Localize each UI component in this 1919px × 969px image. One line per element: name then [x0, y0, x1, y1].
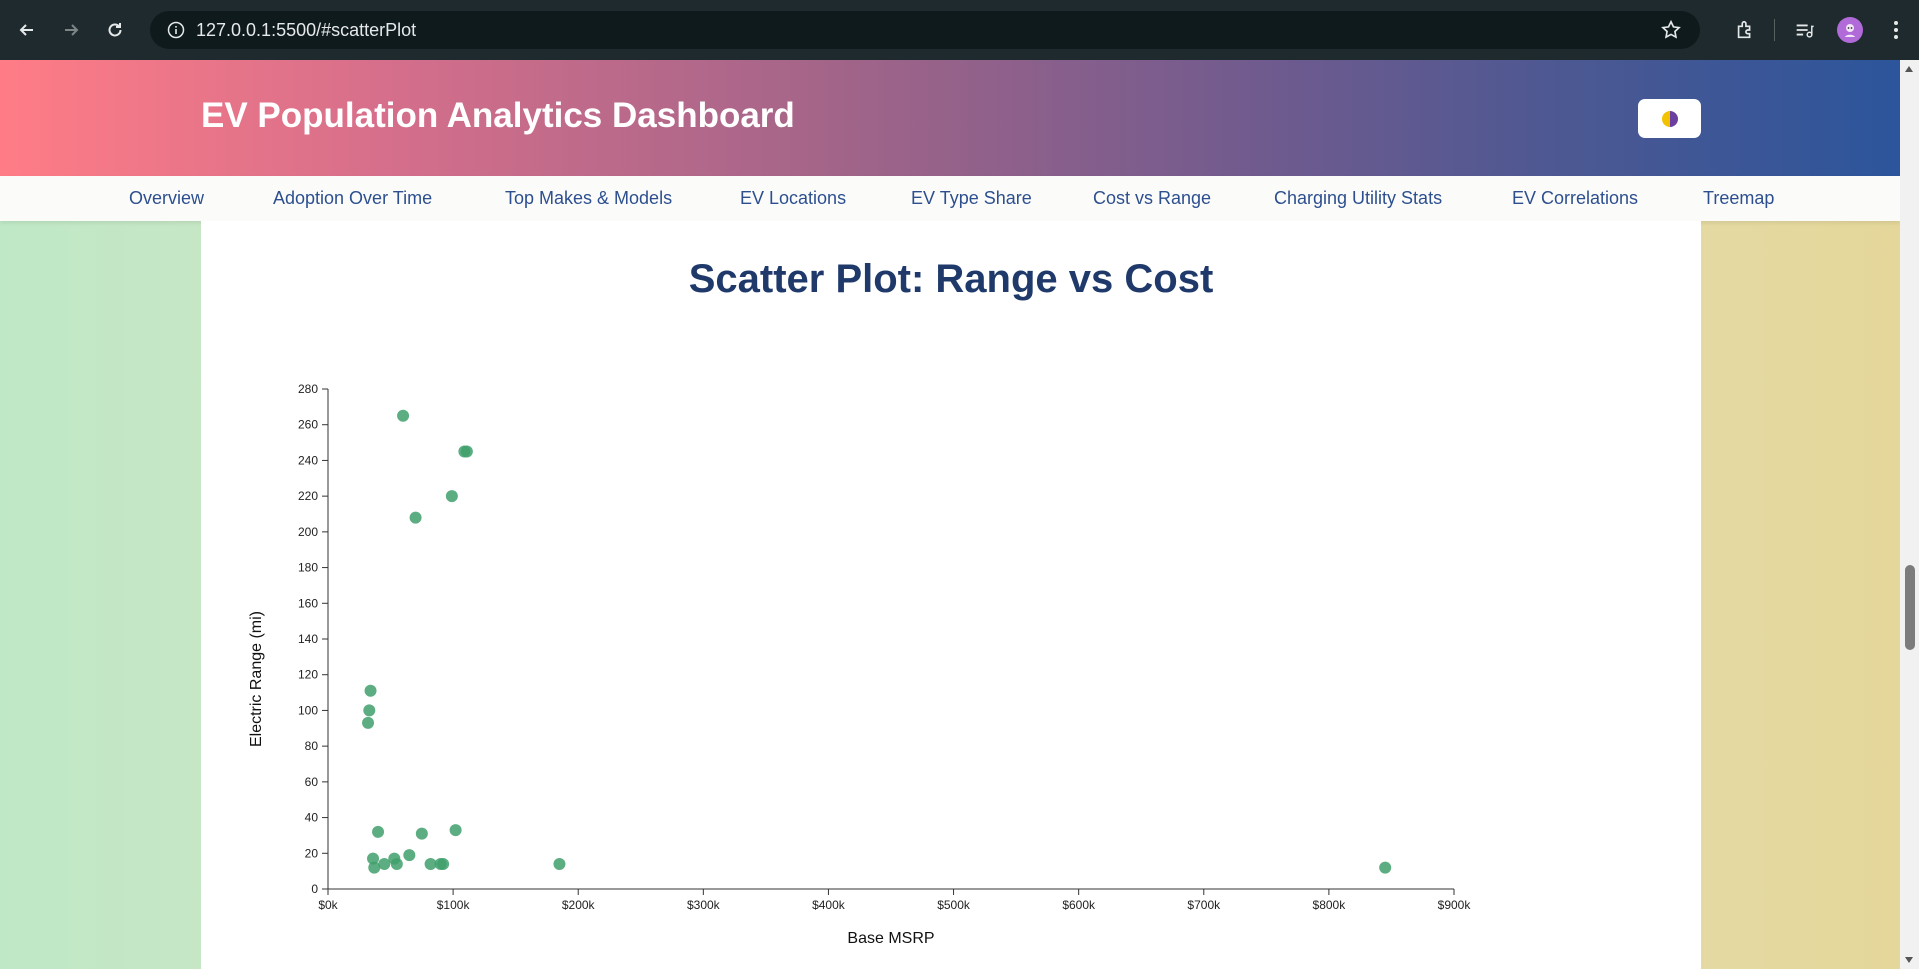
x-tick-label: $100k: [437, 898, 471, 912]
address-bar[interactable]: 127.0.0.1:5500/#scatterPlot: [150, 11, 1700, 49]
media-control-icon[interactable]: [1781, 0, 1827, 60]
y-tick-label: 100: [298, 703, 318, 717]
avatar-icon: [1837, 17, 1863, 43]
y-tick-label: 280: [298, 382, 318, 396]
nav-link-ev-correlations[interactable]: EV Correlations: [1512, 188, 1639, 208]
data-point: [378, 858, 391, 870]
forward-button[interactable]: [54, 13, 88, 47]
data-point: [409, 511, 422, 524]
y-tick-label: 80: [305, 739, 319, 753]
data-point: [390, 858, 403, 870]
data-point: [445, 490, 458, 503]
data-point: [372, 825, 385, 838]
nav-link-cost-vs-range[interactable]: Cost vs Range: [1093, 188, 1212, 208]
nav-link-treemap[interactable]: Treemap: [1703, 188, 1775, 208]
data-point: [415, 827, 428, 840]
extensions-icon[interactable]: [1722, 0, 1768, 60]
data-point: [367, 852, 380, 865]
y-tick-label: 60: [305, 775, 319, 789]
y-tick-label: 160: [298, 596, 318, 610]
theme-toggle-button[interactable]: [1638, 99, 1701, 138]
y-tick-label: 240: [298, 453, 318, 467]
page-scrollbar[interactable]: [1900, 60, 1919, 969]
data-point: [1379, 861, 1392, 874]
section-title: Scatter Plot: Range vs Cost: [688, 257, 1214, 301]
scroll-thumb[interactable]: [1905, 565, 1915, 650]
chart-points: [362, 409, 1392, 874]
y-tick-label: 40: [305, 811, 319, 825]
reload-icon: [108, 23, 122, 37]
y-tick-label: 120: [298, 668, 318, 682]
reload-button[interactable]: [98, 13, 132, 47]
nav-link-adoption-over-time[interactable]: Adoption Over Time: [273, 188, 433, 208]
profile-avatar[interactable]: [1827, 0, 1873, 60]
nav-link-ev-type-share[interactable]: EV Type Share: [911, 188, 1032, 208]
y-tick-label: 200: [298, 525, 318, 539]
data-point: [449, 824, 462, 837]
data-point: [437, 858, 450, 870]
contrast-icon: [1661, 110, 1678, 127]
nav-link-top-makes-models[interactable]: Top Makes & Models: [505, 188, 673, 208]
chart-axes: $0k $100k $200k $300k $400k $500k $600k $700k $8…: [298, 382, 1471, 912]
data-point: [403, 849, 416, 862]
browser-menu-icon[interactable]: [1873, 0, 1919, 60]
y-tick-label: 180: [298, 561, 318, 575]
nav-link-overview[interactable]: Overview: [129, 188, 205, 208]
data-point: [363, 704, 376, 717]
x-tick-label: $300k: [687, 898, 721, 912]
y-tick-label: 20: [305, 846, 319, 860]
x-tick-label: $800k: [1313, 898, 1347, 912]
data-point: [460, 445, 473, 458]
y-tick-label: 140: [298, 632, 318, 646]
y-tick-label: 260: [298, 418, 318, 432]
nav-link-charging-utility-stats[interactable]: Charging Utility Stats: [1274, 188, 1443, 208]
back-button[interactable]: [10, 13, 44, 47]
x-axis-title: Base MSRP: [847, 930, 934, 947]
x-tick-label: $200k: [562, 898, 596, 912]
back-arrow-icon: [19, 24, 33, 36]
data-point: [424, 858, 437, 870]
x-tick-label: $400k: [812, 898, 846, 912]
toolbar-divider: [1774, 19, 1775, 41]
data-point: [397, 409, 410, 422]
y-tick-label: 0: [311, 882, 318, 896]
scroll-down-arrow-icon[interactable]: [1905, 957, 1913, 963]
forward-arrow-icon: [65, 24, 79, 36]
y-axis-title: Electric Range (mi): [248, 611, 265, 747]
data-point: [364, 684, 377, 697]
bookmark-star-icon[interactable]: [1660, 19, 1682, 46]
x-tick-label: $0k: [318, 898, 338, 912]
scatter-plot-chart: $0k $100k $200k $300k $400k $500k $600k $700k $8…: [248, 382, 1471, 947]
page-viewport: EV Population Analytics Dashboard Overvi…: [0, 60, 1900, 969]
scroll-up-arrow-icon[interactable]: [1905, 66, 1913, 72]
x-tick-label: $900k: [1438, 898, 1472, 912]
data-point: [553, 858, 566, 870]
data-point: [362, 716, 375, 729]
scatter-plot-section: Scatter Plot: Range vs Cost $0k $100k $200…: [201, 221, 1701, 969]
nav-link-ev-locations[interactable]: EV Locations: [740, 188, 847, 208]
dashboard-header: EV Population Analytics Dashboard: [0, 60, 1900, 176]
url-text: 127.0.0.1:5500/#scatterPlot: [196, 19, 417, 40]
browser-toolbar: 127.0.0.1:5500/#scatterPlot: [0, 0, 1919, 60]
x-tick-label: $600k: [1062, 898, 1096, 912]
x-tick-label: $500k: [937, 898, 971, 912]
y-tick-label: 220: [298, 489, 318, 503]
section-navbar: Overview Adoption Over Time Top Makes & …: [0, 176, 1900, 221]
x-tick-label: $700k: [1187, 898, 1221, 912]
dashboard-title: EV Population Analytics Dashboard: [201, 96, 795, 135]
site-info-icon[interactable]: [156, 21, 196, 39]
data-point: [368, 861, 381, 874]
